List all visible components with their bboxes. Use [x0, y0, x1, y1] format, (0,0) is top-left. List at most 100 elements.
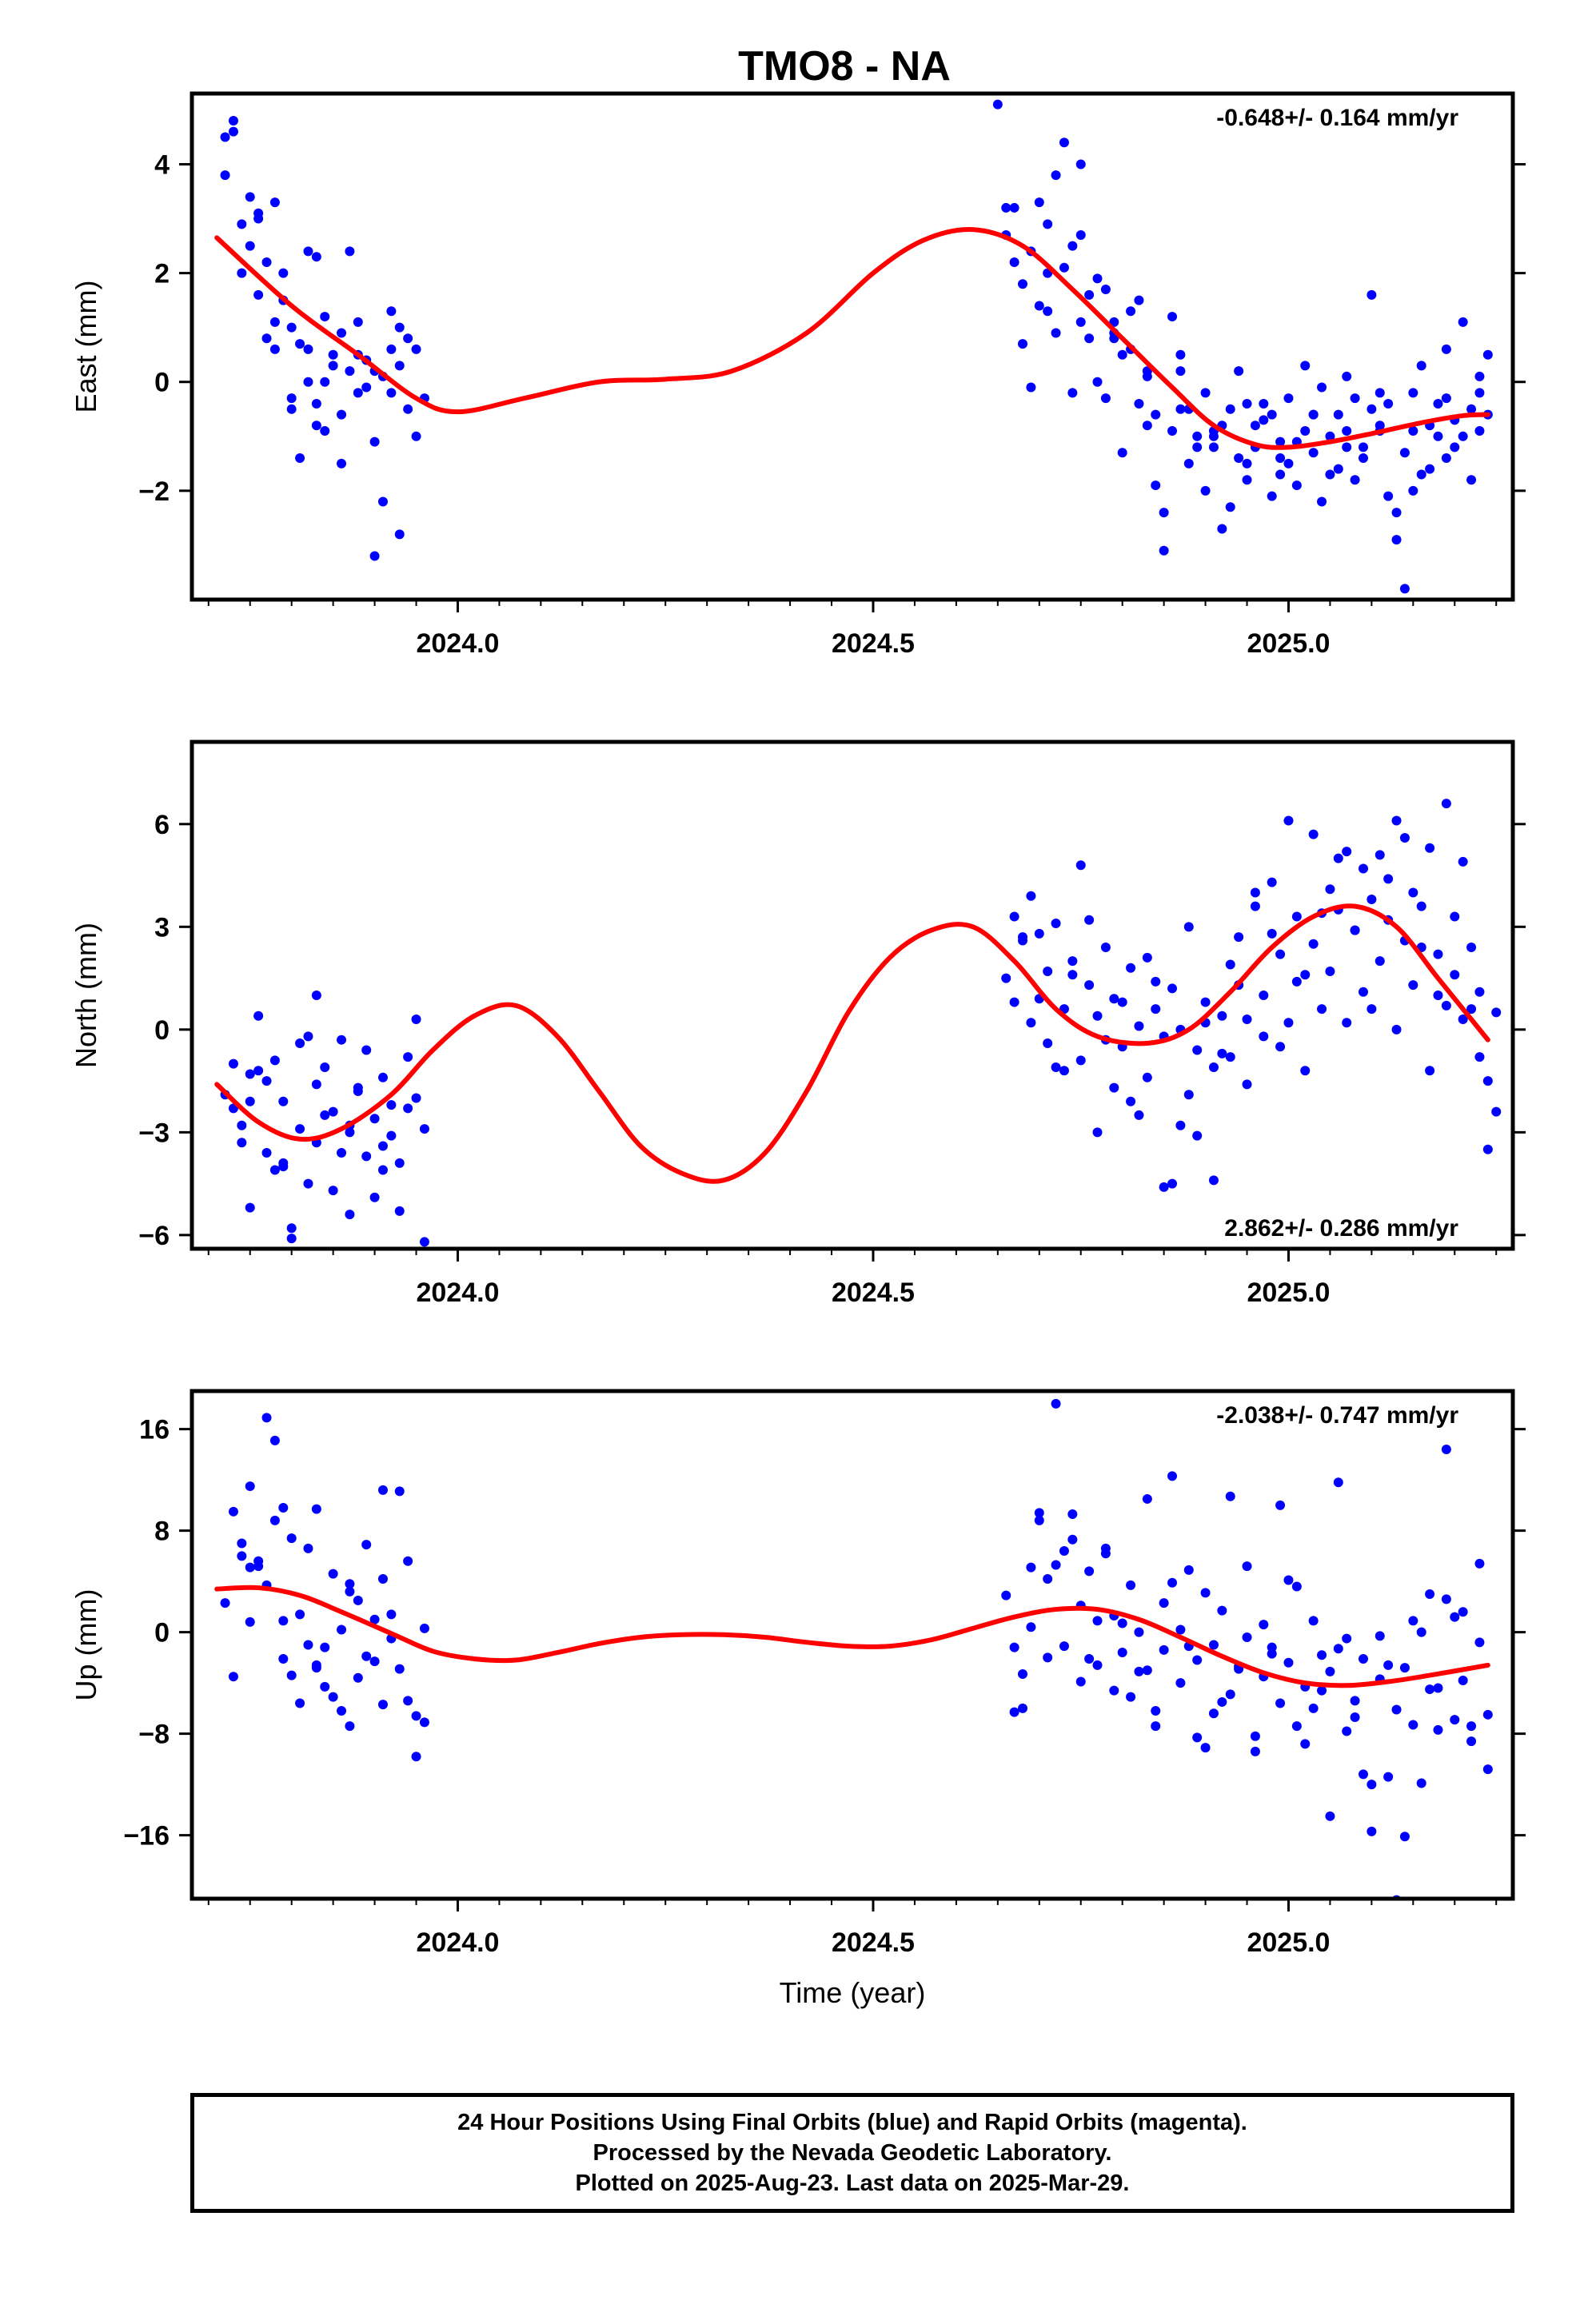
data-point: [261, 333, 272, 344]
y-axis-label: East (mm): [70, 281, 102, 413]
data-point: [419, 1717, 429, 1728]
data-point: [1151, 976, 1161, 987]
data-point: [386, 1100, 397, 1110]
data-point: [220, 1598, 230, 1608]
data-point: [1175, 349, 1186, 360]
x-tick-label: 2025.0: [1247, 1278, 1330, 1308]
data-point: [269, 1435, 280, 1445]
data-point: [320, 426, 330, 436]
data-point: [411, 1093, 421, 1103]
data-point: [1267, 877, 1277, 887]
data-point: [1433, 398, 1443, 409]
data-point: [278, 1616, 289, 1626]
data-point: [403, 1052, 413, 1062]
data-point: [1001, 973, 1011, 983]
data-point: [1358, 1653, 1368, 1664]
data-point: [345, 1579, 355, 1589]
x-tick-label: 2024.5: [832, 1927, 915, 1958]
data-point: [1291, 480, 1302, 491]
data-point: [303, 1543, 313, 1553]
data-point: [1391, 1704, 1402, 1715]
data-point: [261, 257, 272, 267]
data-point: [353, 1672, 363, 1683]
data-point: [295, 1038, 305, 1048]
data-point: [1167, 1178, 1178, 1189]
x-tick-label: 2024.5: [832, 1278, 915, 1308]
caption-line-1: 24 Hour Positions Using Final Orbits (bl…: [457, 2110, 1247, 2135]
data-point: [1142, 1665, 1152, 1676]
data-point: [1092, 1011, 1103, 1021]
data-point: [1026, 1622, 1036, 1632]
data-point: [286, 1670, 297, 1680]
data-point: [1250, 887, 1260, 898]
data-point: [386, 344, 397, 354]
data-point: [1275, 469, 1286, 480]
data-point: [1092, 1616, 1103, 1626]
data-point: [1259, 991, 1269, 1000]
data-point: [269, 317, 280, 327]
data-point: [1367, 1004, 1377, 1015]
data-point: [419, 1237, 429, 1247]
data-point: [1482, 1709, 1493, 1720]
data-point: [1408, 388, 1418, 398]
data-point: [1399, 448, 1410, 458]
data-point: [1151, 409, 1161, 420]
data-point: [1308, 939, 1319, 949]
data-point: [377, 1165, 388, 1175]
data-point: [1482, 1076, 1493, 1086]
data-point: [394, 1486, 405, 1497]
data-point: [1092, 273, 1103, 284]
data-point: [1142, 1072, 1152, 1082]
data-point: [386, 1130, 397, 1141]
data-point: [353, 1082, 363, 1093]
fit-curve: [214, 903, 1490, 1184]
data-point: [1416, 469, 1426, 480]
figure-title: TMO8 - NA: [738, 43, 951, 90]
data-point: [403, 1696, 413, 1706]
data-point: [345, 1127, 355, 1138]
data-point: [311, 1663, 321, 1673]
data-point: [320, 1110, 330, 1120]
data-point: [269, 344, 280, 354]
data-point: [1151, 1004, 1161, 1015]
data-point: [1408, 426, 1418, 436]
data-point: [1450, 970, 1460, 980]
data-point: [1051, 170, 1061, 181]
data-point: [1491, 1106, 1502, 1117]
data-point: [1291, 1721, 1302, 1732]
data-point: [1275, 1500, 1286, 1510]
data-point: [228, 1672, 238, 1682]
data-point: [1009, 1642, 1019, 1652]
data-point: [303, 377, 313, 387]
data-point: [1308, 409, 1319, 420]
data-point: [1142, 952, 1152, 963]
data-point: [1034, 1508, 1044, 1518]
data-point: [337, 1148, 347, 1158]
data-point: [411, 1752, 421, 1762]
data-point: [1067, 956, 1078, 967]
data-point: [1242, 1014, 1252, 1024]
data-point: [253, 1066, 264, 1076]
data-point: [1126, 1580, 1136, 1590]
data-point: [1425, 1684, 1435, 1695]
data-point: [1300, 426, 1311, 436]
data-point: [245, 1069, 255, 1079]
data-point: [1026, 891, 1036, 901]
data-point: [1026, 382, 1036, 393]
data-point: [1416, 1627, 1426, 1637]
data-point: [1350, 393, 1360, 404]
data-point: [1425, 464, 1435, 474]
data-point: [286, 1223, 297, 1234]
data-point: [1159, 508, 1169, 518]
data-point: [1408, 980, 1418, 991]
data-point: [1051, 1062, 1061, 1072]
data-point: [303, 1178, 313, 1189]
data-point: [394, 1664, 405, 1674]
data-point: [220, 170, 230, 181]
data-point: [261, 1413, 272, 1423]
data-point: [1342, 442, 1352, 452]
data-point: [1234, 453, 1244, 464]
data-point: [394, 322, 405, 333]
data-point: [320, 1681, 330, 1692]
data-point: [228, 1058, 238, 1069]
